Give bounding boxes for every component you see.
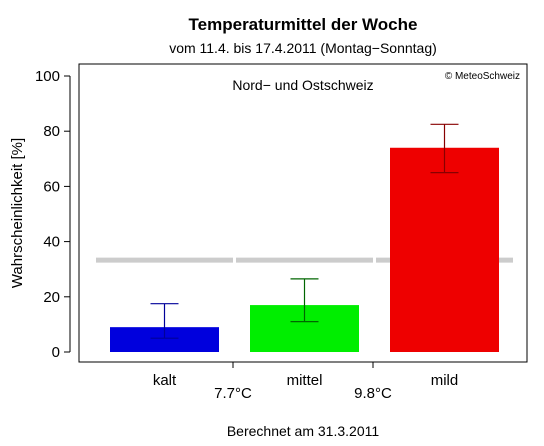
region-label: Nord− und Ostschweiz [232, 77, 373, 93]
chart-subtitle: vom 11.4. bis 17.4.2011 (Montag−Sonntag) [169, 40, 437, 56]
footer-label: Berechnet am 31.3.2011 [227, 423, 380, 439]
y-tick-label: 60 [43, 178, 60, 195]
x-axis: 7.7°C 9.8°C kalt mittel mild [96, 361, 513, 402]
bar-mild [390, 147, 499, 352]
category-label-mittel: mittel [287, 372, 323, 389]
y-tick-label: 80 [43, 123, 60, 140]
chart-title: Temperaturmittel der Woche [189, 15, 418, 34]
error-bars [150, 123, 459, 339]
category-label-mild: mild [431, 372, 459, 389]
threshold-label: 7.7°C [214, 385, 252, 402]
y-axis: 0 20 40 60 80 100 [35, 68, 71, 361]
y-tick-label: 100 [35, 68, 60, 85]
y-tick-label: 40 [43, 234, 60, 251]
y-tick-label: 20 [43, 289, 60, 306]
y-tick-label: 0 [52, 344, 60, 361]
category-label-kalt: kalt [153, 372, 177, 389]
copyright-label: © MeteoSchweiz [445, 71, 520, 82]
y-axis-label: Wahrscheinlichkeit [%] [9, 138, 26, 288]
threshold-label: 9.8°C [354, 385, 392, 402]
